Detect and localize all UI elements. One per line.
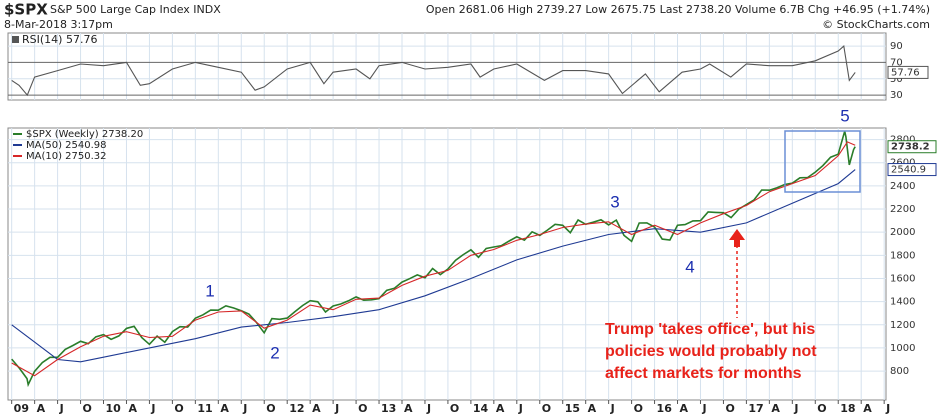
x-tick-label: J (426, 402, 431, 415)
x-tick-label: J (242, 402, 247, 415)
x-tick-label: J (150, 402, 155, 415)
index-name: S&P 500 Large Cap Index INDX (50, 3, 221, 16)
x-tick-label: O (542, 402, 551, 415)
y-tick-label: 50 (890, 74, 903, 85)
x-tick-label: O (83, 402, 92, 415)
symbol: $SPX (4, 1, 48, 19)
wave-label: 3 (610, 192, 619, 211)
y-tick-label: 70 (890, 57, 903, 68)
wave-label: 4 (685, 257, 694, 276)
x-tick-label: 09 (14, 402, 29, 415)
x-tick-label: A (680, 402, 689, 415)
series-line (11, 169, 856, 363)
legend-entry: $SPX (Weekly) 2738.20 (26, 129, 143, 140)
y-tick-label: 2000 (890, 227, 915, 238)
highlight-box (784, 130, 861, 193)
x-tick-label: 11 (197, 402, 212, 415)
x-tick-label: 13 (381, 402, 396, 415)
y-tick-label: 2400 (890, 181, 915, 192)
x-tick-label: 10 (106, 402, 122, 415)
y-tick-label: 90 (890, 41, 903, 52)
value-tag-box (887, 140, 937, 154)
x-tick-label: 16 (657, 402, 673, 415)
x-tick-label: A (37, 402, 46, 415)
x-tick-label: A (220, 402, 229, 415)
timestamp: 8-Mar-2018 3:17pm (4, 18, 113, 31)
wave-label: 2 (270, 343, 279, 362)
x-tick-label: J (334, 402, 339, 415)
x-tick-label: O (450, 402, 459, 415)
arrow-head (729, 229, 745, 247)
annotation: affect markets for months (605, 365, 802, 382)
x-tick-label: 12 (289, 402, 304, 415)
value-tag: 57.76 (891, 67, 920, 78)
x-tick-label: A (312, 402, 321, 415)
series-line (11, 130, 856, 388)
x-tick-label: J (885, 402, 890, 415)
annotation: policies would probably not (605, 343, 817, 360)
y-tick-label: 30 (890, 90, 903, 101)
value-tag: 2738.2 (891, 142, 930, 153)
x-tick-label: O (725, 402, 734, 415)
y-tick-label: 1000 (890, 343, 915, 354)
x-tick-label: A (128, 402, 137, 415)
legend-entry: MA(10) 2750.32 (26, 151, 107, 162)
copyright: © StockCharts.com (822, 18, 930, 31)
x-tick-label: 15 (565, 402, 580, 415)
value-tag: 2540.9 (891, 165, 926, 176)
y-tick-label: 2800 (890, 135, 915, 146)
x-tick-label: 17 (748, 402, 763, 415)
panel (7, 127, 887, 401)
legend-swatch (12, 36, 19, 43)
y-tick-label: 800 (890, 366, 909, 377)
annotation: Trump 'takes office', but his (605, 321, 815, 338)
x-tick-label: A (771, 402, 780, 415)
legend-entry: MA(50) 2540.98 (26, 140, 107, 151)
series-line (11, 141, 856, 377)
value-tag-box (887, 163, 937, 177)
value-tag-box (887, 65, 929, 79)
x-tick-label: 14 (473, 402, 489, 415)
x-tick-label: J (793, 402, 798, 415)
x-tick-label: A (404, 402, 413, 415)
panel (7, 32, 887, 101)
x-tick-label: J (610, 402, 615, 415)
wave-label: 5 (840, 106, 849, 125)
y-tick-label: 1600 (890, 273, 915, 284)
x-tick-label: J (518, 402, 523, 415)
x-tick-label: O (174, 402, 183, 415)
x-tick-label: 18 (840, 402, 855, 415)
x-tick-label: O (817, 402, 826, 415)
quote: Open 2681.06 High 2739.27 Low 2675.75 La… (426, 3, 930, 16)
y-tick-label: 1400 (890, 297, 915, 308)
legend-entry: RSI(14) 57.76 (22, 33, 97, 46)
y-tick-label: 1200 (890, 320, 915, 331)
x-tick-label: J (701, 402, 706, 415)
x-tick-label: A (588, 402, 597, 415)
wave-label: 1 (205, 281, 214, 300)
x-tick-label: A (863, 402, 872, 415)
x-tick-label: A (496, 402, 505, 415)
y-tick-label: 1800 (890, 250, 915, 261)
series-line (11, 45, 856, 97)
x-tick-label: J (59, 402, 64, 415)
y-tick-label: 2200 (890, 204, 915, 215)
x-tick-label: O (358, 402, 367, 415)
x-tick-label: O (634, 402, 643, 415)
x-tick-label: O (266, 402, 275, 415)
